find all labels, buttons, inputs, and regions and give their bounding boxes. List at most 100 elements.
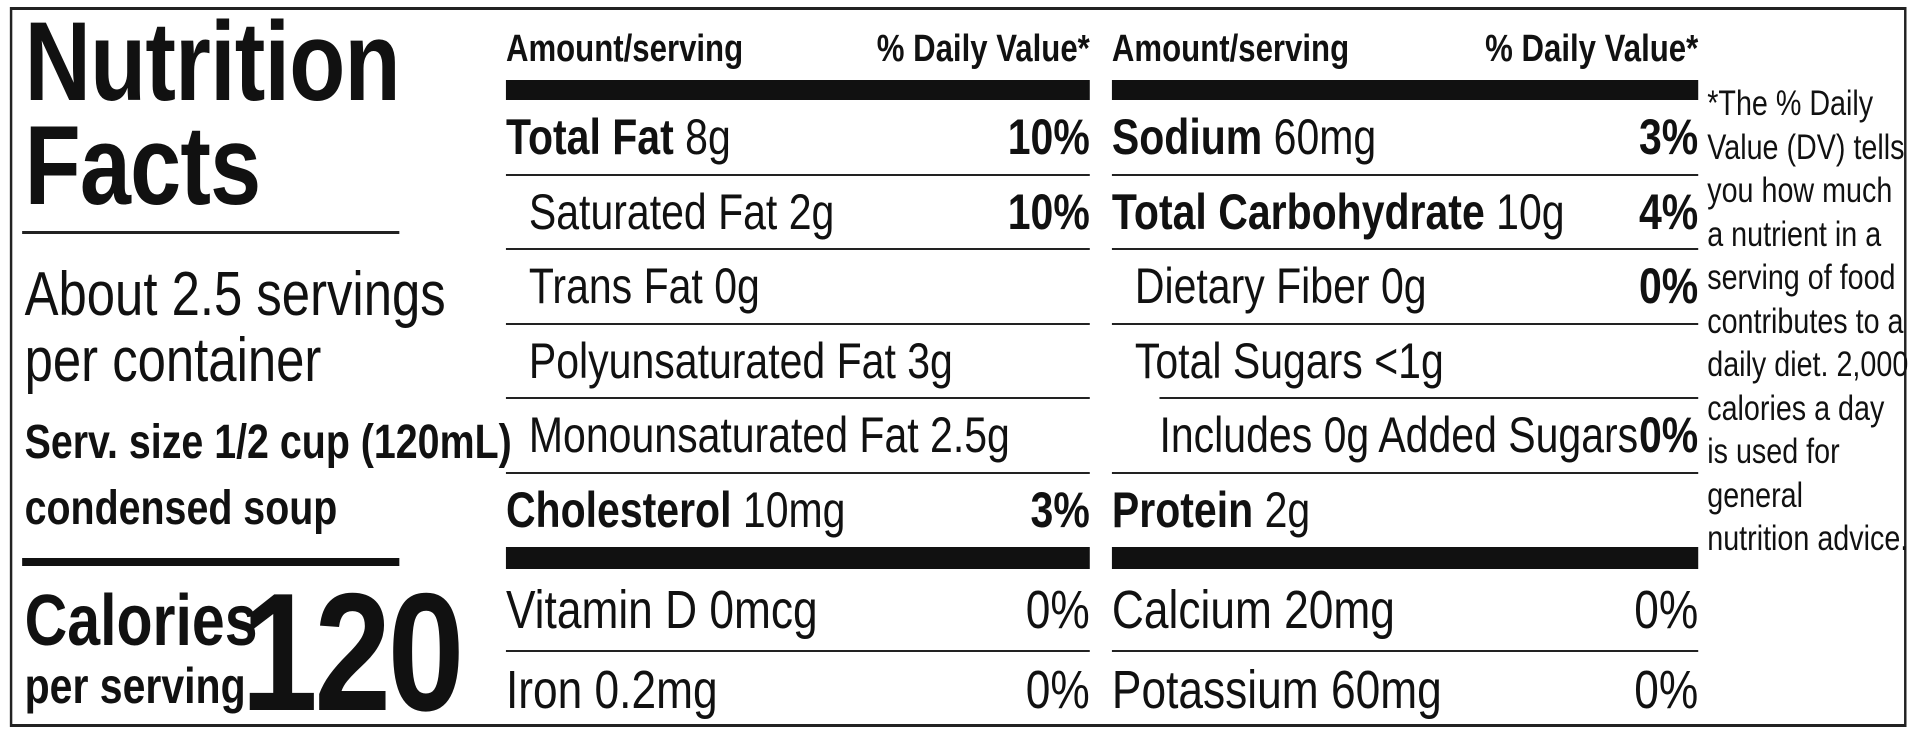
nutrient: Protein 2g [1112, 481, 1310, 539]
row-divider [1111, 471, 1699, 474]
nutrient-row: Includes 0g Added Sugars 0% [1159, 398, 1698, 472]
nutrient-row: Protein 2g [1112, 473, 1698, 547]
nutrient-amount: 2.5g [930, 407, 1010, 463]
nutrient-name: Includes 0g Added Sugars [1159, 407, 1639, 463]
header-dv: % Daily Value* [1485, 28, 1699, 70]
nutrient-name: Protein [1111, 481, 1254, 538]
nutrient: Cholesterol 10mg [506, 481, 846, 539]
row-divider [1111, 248, 1699, 250]
calories-sub: per serving [24, 658, 246, 714]
daily-value: 3% [1638, 109, 1699, 165]
nutrient-name: Total Sugars [1134, 332, 1363, 389]
vitamin-name: Vitamin D 0mcg [505, 580, 818, 640]
daily-value: 0% [1638, 407, 1699, 463]
serving-size-note: condensed soup [24, 482, 338, 535]
row-divider [505, 173, 1090, 176]
header-amount: Amount/serving [1111, 28, 1350, 70]
nutrient: Sodium 60mg [1112, 108, 1376, 166]
thick-divider [22, 558, 400, 566]
vitamin-dv: 0% [1025, 660, 1090, 720]
nutrient: Trans Fat 0g [529, 257, 760, 315]
nutrient-name: Cholesterol [505, 481, 732, 538]
vitamin-dv: 0% [1025, 580, 1090, 640]
vitamin-row: Potassium 60mg 0% [1112, 651, 1698, 729]
row-divider [1111, 322, 1699, 325]
header-amount: Amount/serving [505, 28, 744, 70]
nutrient-row: Polyunsaturated Fat 3g [529, 324, 1090, 398]
nutrient-name: Dietary Fiber [1134, 258, 1370, 314]
nutrient-amount: 3g [907, 332, 953, 389]
footnote: *The % Daily Value (DV) tells you how mu… [1707, 84, 1909, 558]
nutrient-amount: 0g [1380, 258, 1427, 314]
row-divider [1159, 397, 1699, 399]
nutrient-amount: 2g [788, 183, 835, 240]
thick-bar [1111, 80, 1699, 100]
servings: About 2.5 servings per container [24, 260, 446, 395]
nutrient: Monounsaturated Fat 2.5g [529, 406, 1010, 464]
row-divider [505, 248, 1090, 250]
title: Nutrition Facts [24, 0, 401, 228]
nutrient-amount: 0g [714, 258, 760, 314]
nutrient: Total Fat 8g [506, 108, 731, 166]
thick-bar [505, 80, 1090, 100]
vitamin-name: Potassium 60mg [1111, 660, 1442, 720]
row-divider [1111, 650, 1699, 652]
nutrient: Includes 0g Added Sugars [1159, 406, 1638, 464]
nutrient-row: Monounsaturated Fat 2.5g [529, 398, 1090, 472]
nutrient-row: Total Sugars <1g [1135, 324, 1698, 398]
nutrient-amount: 2g [1264, 481, 1311, 538]
vitamin-row: Iron 0.2mg 0% [506, 651, 1090, 729]
daily-value: 10% [1007, 109, 1090, 165]
nutrient-amount: <1g [1374, 332, 1444, 389]
nutrient-row: Sodium 60mg 3% [1112, 100, 1698, 174]
nutrient-amount: 8g [685, 109, 731, 165]
nutrient-amount: 10mg [742, 481, 846, 538]
serving-size: Serv. size 1/2 cup (120mL) condensed soup [24, 410, 512, 542]
calories-label: Calories [24, 581, 258, 661]
nutrient-name: Polyunsaturated Fat [528, 332, 896, 389]
nutrient: Polyunsaturated Fat 3g [529, 332, 953, 390]
nutrient-row: Saturated Fat 2g 10% [529, 175, 1090, 249]
vitamin-name: Iron 0.2mg [505, 660, 718, 720]
row-divider [505, 471, 1090, 474]
vitamin-row: Calcium 20mg 0% [1112, 571, 1698, 649]
nutrient-amount: 60mg [1273, 109, 1377, 165]
nutrient-name: Saturated Fat [528, 183, 778, 240]
row-divider [505, 397, 1090, 399]
nutrient-amount: 10g [1496, 183, 1565, 240]
nutrient-row: Total Fat 8g 10% [506, 100, 1090, 174]
divider [22, 231, 400, 234]
nutrient: Total Carbohydrate 10g [1112, 183, 1565, 241]
vitamin-row: Vitamin D 0mcg 0% [506, 571, 1090, 649]
nutrient-name: Trans Fat [528, 258, 703, 314]
nutrient-row: Cholesterol 10mg 3% [506, 473, 1090, 547]
vitamin-dv: 0% [1634, 580, 1699, 640]
row-divider [1111, 173, 1699, 176]
daily-value: 4% [1638, 183, 1699, 240]
nutrient-name: Monounsaturated Fat [528, 407, 919, 463]
nutrient: Dietary Fiber 0g [1135, 257, 1427, 315]
vitamin-name: Calcium 20mg [1111, 580, 1395, 640]
nutrient-row: Total Carbohydrate 10g 4% [1112, 175, 1698, 249]
serving-size-text: Serv. size 1/2 cup (120mL) [24, 416, 512, 469]
thick-bar [1111, 547, 1699, 569]
row-divider [505, 322, 1090, 325]
nutrient: Total Sugars <1g [1135, 332, 1444, 390]
nutrient-row: Trans Fat 0g [529, 249, 1090, 323]
nutrient-name: Total Fat [505, 109, 674, 165]
calories-value: 120 [241, 558, 464, 746]
row-divider [505, 650, 1090, 652]
label-border [9, 7, 1907, 727]
nutrient-name: Total Carbohydrate [1111, 183, 1485, 240]
nutrient: Saturated Fat 2g [529, 183, 834, 241]
header-dv: % Daily Value* [876, 28, 1090, 70]
daily-value: 10% [1007, 183, 1090, 240]
nutrient-row: Dietary Fiber 0g 0% [1135, 249, 1698, 323]
vitamin-dv: 0% [1634, 660, 1699, 720]
daily-value: 3% [1030, 481, 1090, 538]
thick-bar [505, 547, 1090, 569]
nutrient-name: Sodium [1111, 109, 1263, 165]
daily-value: 0% [1638, 258, 1699, 314]
